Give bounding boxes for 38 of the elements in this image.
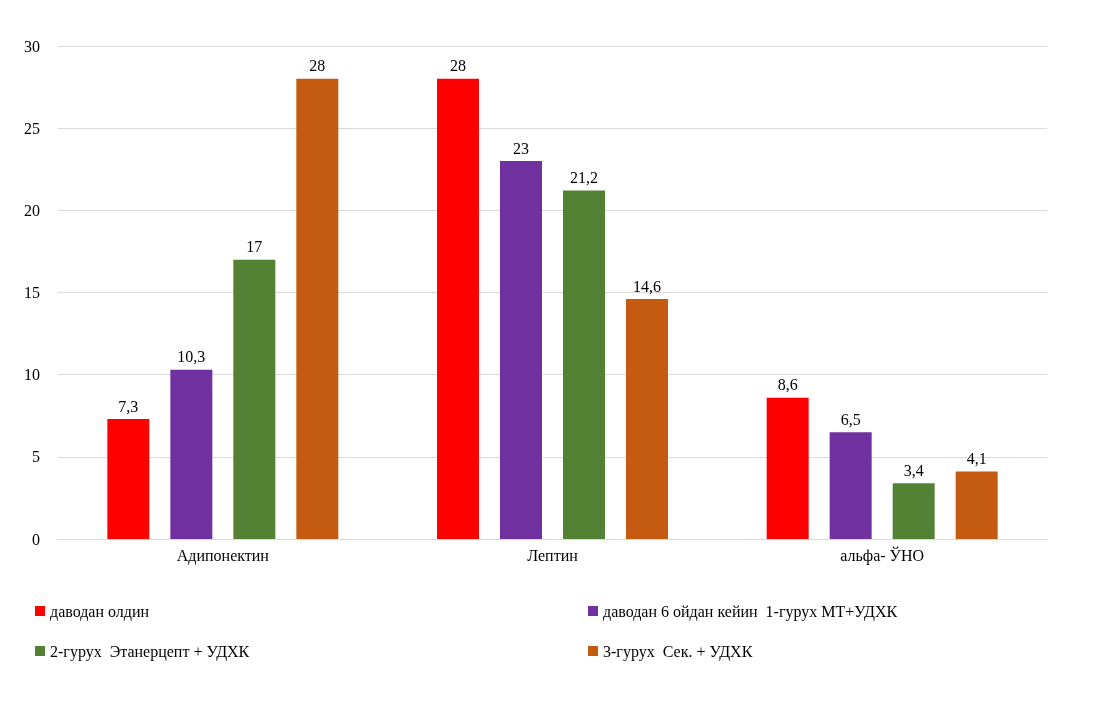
- legend-label: 2-гурух Этанерцепт + УДХК: [50, 642, 250, 661]
- legend-label: даводан 6 ойдан кейин 1-гурух МТ+УДХК: [603, 602, 898, 621]
- x-tick-label: Адипонектин: [176, 546, 270, 565]
- bar: [829, 432, 872, 539]
- data-label: 17: [246, 238, 263, 256]
- legend-label: даводан олдин: [50, 602, 150, 621]
- data-label: 28: [450, 57, 466, 75]
- data-label: 23: [513, 139, 529, 157]
- y-tick-label: 0: [32, 530, 40, 548]
- x-tick-label: альфа- ЎНО: [840, 545, 925, 565]
- bar: [170, 369, 213, 539]
- data-label: 14,6: [633, 277, 661, 295]
- legend-label: 3-гурух Сек. + УДХК: [603, 642, 753, 661]
- y-tick-label: 5: [32, 448, 40, 466]
- data-label: 6,5: [840, 410, 861, 428]
- y-tick-label: 10: [24, 366, 40, 384]
- data-label: 28: [309, 57, 326, 75]
- bar: [766, 397, 809, 539]
- y-tick-label: 30: [24, 37, 40, 55]
- x-tick-label: Лептин: [527, 546, 579, 564]
- y-tick-label: 25: [24, 119, 40, 137]
- bar: [892, 483, 935, 539]
- bar: [500, 161, 542, 539]
- bar: [296, 78, 339, 539]
- bar: [233, 259, 276, 539]
- data-label: 21,2: [570, 169, 598, 187]
- bar: [626, 299, 668, 539]
- data-label: 10,3: [177, 348, 206, 366]
- bar: [437, 78, 479, 539]
- data-label: 4,1: [966, 450, 987, 468]
- data-label: 8,6: [777, 376, 798, 394]
- bar: [563, 190, 605, 539]
- y-tick-label: 15: [24, 284, 40, 301]
- y-tick-label: 20: [24, 201, 40, 219]
- bar: [955, 471, 998, 539]
- bar: [107, 419, 150, 539]
- data-label: 7,3: [118, 397, 139, 415]
- data-label: 3,4: [903, 461, 924, 479]
